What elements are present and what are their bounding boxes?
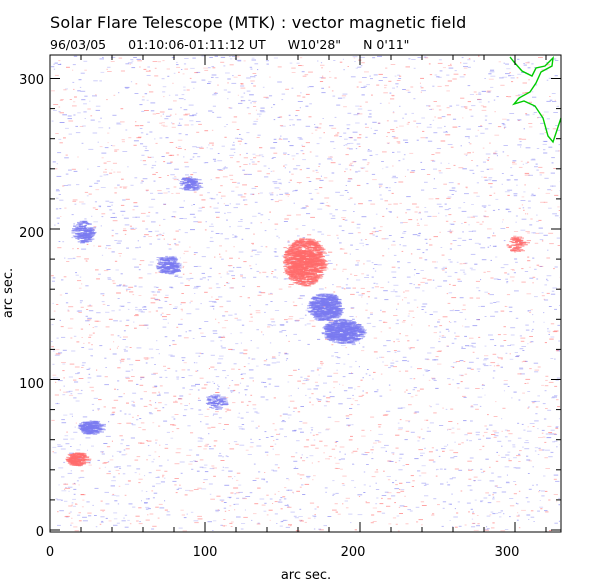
y-tick-label-0: 0 xyxy=(36,525,44,540)
x-axis-label: arc sec. xyxy=(281,568,331,583)
observation-time-range: 01:10:06-01:11:12 UT xyxy=(128,37,266,52)
plot-frame xyxy=(49,54,562,533)
y-tick-label-300: 300 xyxy=(19,73,44,88)
x-tick-label-300: 300 xyxy=(495,545,520,560)
axis-ticks xyxy=(49,55,561,532)
observation-info: 96/03/05 01:10:06-01:11:12 UT W10'28" N 0'1… xyxy=(50,37,431,52)
x-tick-label-100: 100 xyxy=(193,545,218,560)
solar-limb-contour xyxy=(509,56,562,144)
observation-date: 96/03/05 xyxy=(50,37,107,52)
y-tick-label-100: 100 xyxy=(19,377,44,392)
plot-title: Solar Flare Telescope (MTK) : vector mag… xyxy=(50,13,467,32)
y-axis-label: arc sec. xyxy=(1,268,16,318)
x-tick-label-200: 200 xyxy=(341,545,366,560)
latitude: N 0'11" xyxy=(363,37,410,52)
magnetic-field-regions xyxy=(65,176,530,467)
x-tick-label-0: 0 xyxy=(46,545,54,560)
y-tick-label-200: 200 xyxy=(19,226,44,241)
magnetic-field-noise xyxy=(51,55,560,532)
longitude: W10'28" xyxy=(287,37,342,52)
